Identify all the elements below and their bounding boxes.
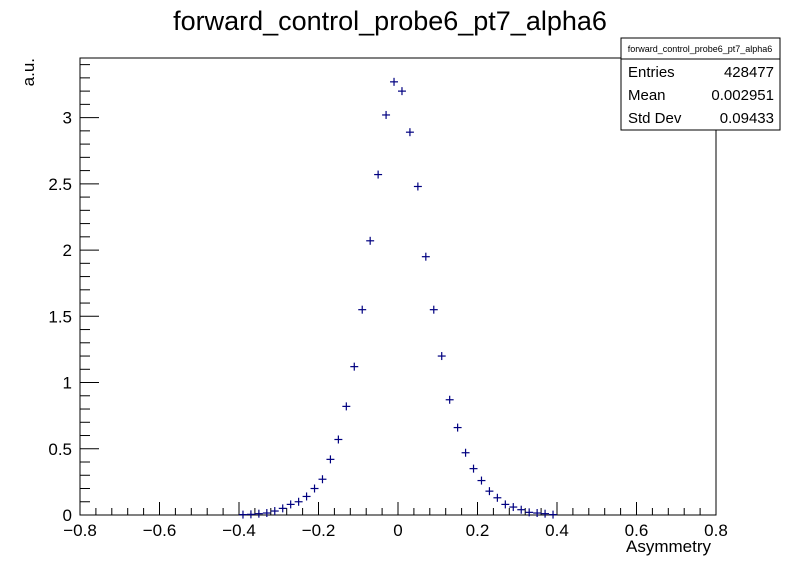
data-point [429, 305, 438, 314]
data-point [239, 510, 247, 519]
x-tick-label: 0.4 [545, 521, 569, 540]
y-axis: 0 0.5 1 1.5 2 2.5 3 [48, 64, 99, 525]
y-tick-label: 0 [63, 506, 72, 525]
y-tick-label: 1.5 [48, 307, 72, 326]
y-tick-label: 3 [63, 109, 72, 128]
data-point [366, 236, 375, 245]
y-tick-label: 1 [63, 374, 72, 393]
data-point [413, 182, 422, 191]
y-tick-label: 2 [63, 241, 72, 260]
data-point [549, 510, 557, 519]
stats-mean-label: Mean [628, 87, 666, 104]
plot-title: forward_control_probe6_pt7_alpha6 [173, 6, 607, 36]
stats-stddev-value: 0.09433 [720, 110, 774, 127]
data-point [270, 507, 279, 516]
data-point [501, 500, 510, 509]
data-point [405, 128, 414, 137]
data-point [517, 505, 526, 514]
data-point [358, 305, 367, 314]
data-point [461, 448, 470, 457]
data-point [541, 509, 550, 518]
data-point [493, 493, 502, 502]
y-tick-label: 0.5 [48, 440, 72, 459]
data-point [246, 510, 255, 519]
data-point [278, 504, 287, 513]
x-tick-label: −0.4 [222, 521, 256, 540]
data-markers [239, 77, 557, 519]
data-point [374, 170, 383, 179]
x-tick-label: −0.6 [143, 521, 177, 540]
data-point [421, 252, 430, 261]
x-axis-label: Asymmetry [626, 537, 712, 556]
data-point [390, 77, 398, 86]
stats-box: forward_control_probe6_pt7_alpha6 Entrie… [620, 37, 781, 131]
data-point [525, 508, 534, 517]
data-point [262, 509, 271, 518]
y-axis-label: a.u. [19, 58, 38, 86]
stats-box-frame [620, 37, 781, 131]
data-point [485, 487, 494, 496]
data-point [342, 402, 351, 411]
stats-stddev-label: Std Dev [628, 110, 682, 127]
x-tick-label: 0.2 [466, 521, 490, 540]
data-point [294, 497, 303, 506]
x-tick-label: 0.8 [704, 521, 728, 540]
data-point [318, 475, 327, 484]
data-point [509, 503, 518, 512]
data-point [286, 500, 295, 509]
data-point [469, 464, 478, 473]
data-point [533, 509, 542, 518]
x-tick-label: −0.8 [63, 521, 97, 540]
data-point [334, 435, 343, 444]
stats-mean-value: 0.002951 [711, 87, 774, 104]
y-tick-label: 2.5 [48, 175, 72, 194]
data-point [477, 476, 486, 485]
data-point [445, 395, 454, 404]
data-point [453, 423, 462, 432]
stats-entries-label: Entries [628, 64, 675, 81]
stats-box-title: forward_control_probe6_pt7_alpha6 [628, 44, 773, 54]
x-axis: −0.8 −0.6 −0.4 −0.2 0 0.2 0.4 0.6 0.8 [63, 502, 728, 540]
stats-entries-value: 428477 [724, 64, 774, 81]
data-point [382, 110, 391, 119]
data-point [310, 484, 319, 493]
data-point [302, 492, 311, 501]
x-tick-label: 0 [393, 521, 402, 540]
data-point [350, 362, 359, 371]
data-point [254, 509, 263, 518]
data-point [437, 352, 446, 361]
data-point [326, 455, 335, 464]
data-point [398, 87, 406, 96]
x-tick-label: −0.2 [302, 521, 336, 540]
x-tick-label: 0.6 [625, 521, 649, 540]
